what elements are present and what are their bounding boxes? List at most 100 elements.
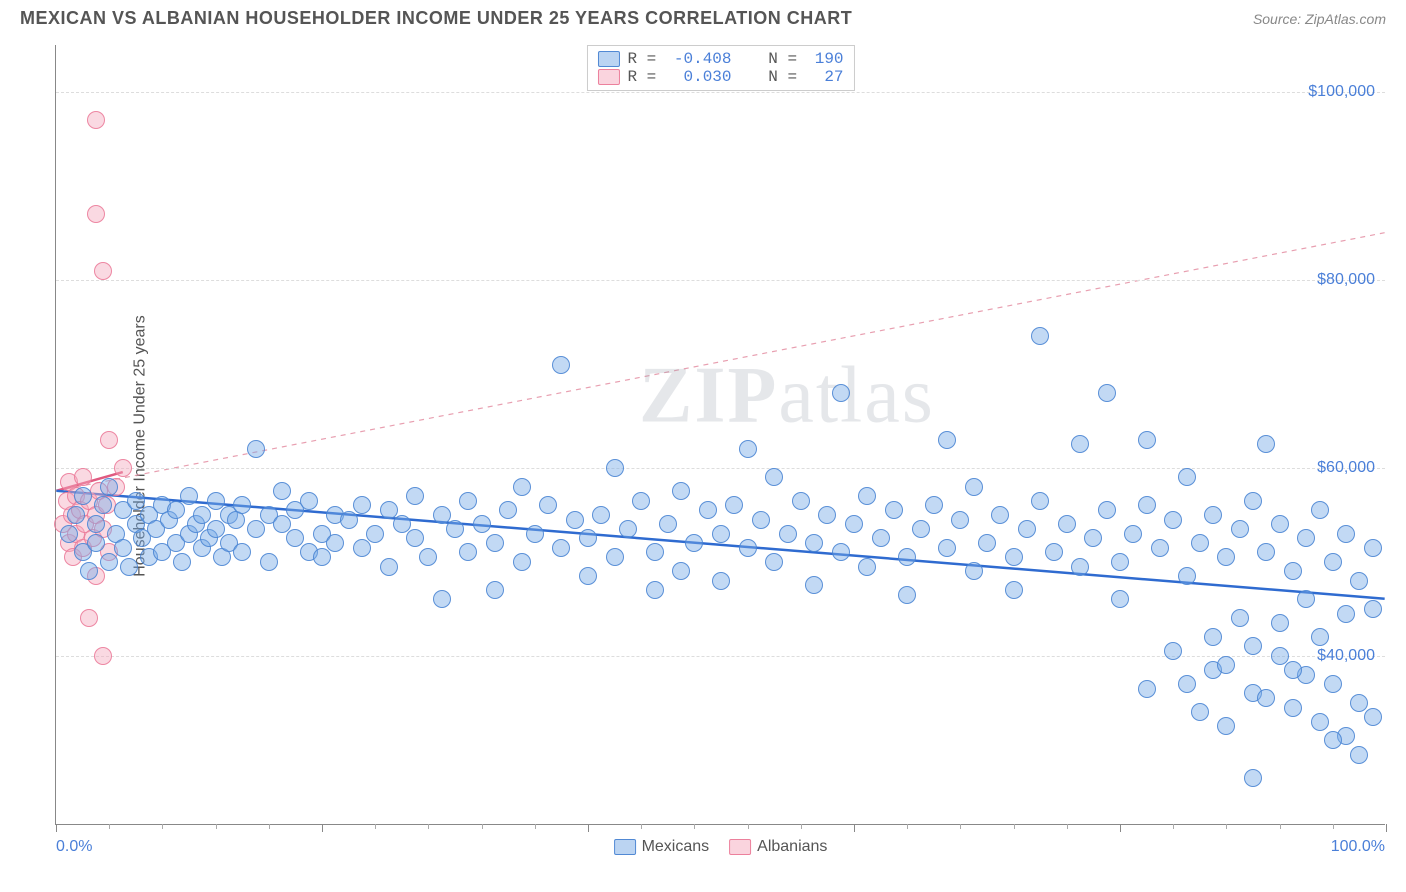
- data-point-mexican: [1364, 539, 1382, 557]
- data-point-mexican: [127, 492, 145, 510]
- data-point-mexican: [1271, 515, 1289, 533]
- data-point-mexican: [1138, 680, 1156, 698]
- data-point-mexican: [1138, 431, 1156, 449]
- data-point-mexican: [818, 506, 836, 524]
- data-point-mexican: [1257, 543, 1275, 561]
- data-point-mexican: [1231, 520, 1249, 538]
- data-point-mexican: [87, 515, 105, 533]
- data-point-mexican: [1071, 435, 1089, 453]
- data-point-mexican: [1098, 501, 1116, 519]
- data-point-mexican: [685, 534, 703, 552]
- x-tick: [322, 824, 323, 832]
- data-point-mexican: [526, 525, 544, 543]
- data-point-mexican: [486, 534, 504, 552]
- gridline: [56, 280, 1385, 281]
- r-value: -0.408: [674, 50, 732, 68]
- data-point-mexican: [659, 515, 677, 533]
- x-tick-minor: [1333, 824, 1334, 829]
- x-tick-minor: [428, 824, 429, 829]
- data-point-mexican: [340, 511, 358, 529]
- data-point-mexican: [938, 539, 956, 557]
- data-point-mexican: [978, 534, 996, 552]
- data-point-mexican: [779, 525, 797, 543]
- data-point-mexican: [446, 520, 464, 538]
- x-tick-minor: [269, 824, 270, 829]
- legend-stat-row: R = 0.030 N = 27: [597, 68, 843, 86]
- data-point-mexican: [406, 529, 424, 547]
- data-point-mexican: [739, 539, 757, 557]
- data-point-mexican: [1111, 553, 1129, 571]
- legend-swatch: [597, 51, 619, 67]
- chart-plot-area: ZIPatlas R = -0.408 N = 190R = 0.030 N =…: [55, 45, 1385, 825]
- data-point-mexican: [120, 558, 138, 576]
- data-point-mexican: [1071, 558, 1089, 576]
- data-point-mexican: [1324, 553, 1342, 571]
- data-point-mexican: [1217, 656, 1235, 674]
- data-point-albanian: [87, 205, 105, 223]
- data-point-mexican: [832, 384, 850, 402]
- n-label: N =: [739, 68, 806, 86]
- data-point-mexican: [1031, 492, 1049, 510]
- data-point-mexican: [1324, 675, 1342, 693]
- data-point-mexican: [1217, 717, 1235, 735]
- data-point-mexican: [792, 492, 810, 510]
- x-tick-minor: [1173, 824, 1174, 829]
- data-point-mexican: [672, 482, 690, 500]
- data-point-mexican: [87, 534, 105, 552]
- data-point-mexican: [646, 543, 664, 561]
- data-point-mexican: [1311, 501, 1329, 519]
- data-point-mexican: [207, 520, 225, 538]
- y-tick-label: $100,000: [1308, 83, 1375, 101]
- n-value: 190: [815, 50, 844, 68]
- data-point-mexican: [1164, 642, 1182, 660]
- data-point-mexican: [100, 478, 118, 496]
- data-point-mexican: [606, 548, 624, 566]
- n-value: 27: [815, 68, 844, 86]
- y-tick-label: $60,000: [1317, 459, 1375, 477]
- data-point-mexican: [74, 487, 92, 505]
- data-point-mexican: [1111, 590, 1129, 608]
- data-point-mexican: [858, 558, 876, 576]
- data-point-mexican: [486, 581, 504, 599]
- data-point-mexican: [247, 520, 265, 538]
- data-point-mexican: [1337, 525, 1355, 543]
- stats-legend: R = -0.408 N = 190R = 0.030 N = 27: [586, 45, 854, 91]
- data-point-mexican: [94, 496, 112, 514]
- x-tick: [1386, 824, 1387, 832]
- data-point-mexican: [1231, 609, 1249, 627]
- y-tick-label: $80,000: [1317, 271, 1375, 289]
- data-point-mexican: [1178, 468, 1196, 486]
- data-point-mexican: [805, 576, 823, 594]
- data-point-mexican: [459, 492, 477, 510]
- data-point-mexican: [1297, 529, 1315, 547]
- data-point-mexican: [619, 520, 637, 538]
- data-point-mexican: [592, 506, 610, 524]
- data-point-mexican: [1271, 647, 1289, 665]
- data-point-mexican: [579, 567, 597, 585]
- data-point-mexican: [499, 501, 517, 519]
- data-point-mexican: [247, 440, 265, 458]
- data-point-mexican: [699, 501, 717, 519]
- data-point-albanian: [94, 262, 112, 280]
- x-tick: [1120, 824, 1121, 832]
- data-point-mexican: [233, 496, 251, 514]
- data-point-mexican: [1058, 515, 1076, 533]
- data-point-albanian: [87, 111, 105, 129]
- data-point-mexican: [167, 501, 185, 519]
- legend-swatch: [729, 839, 751, 855]
- data-point-mexican: [912, 520, 930, 538]
- data-point-mexican: [1297, 590, 1315, 608]
- data-point-mexican: [1217, 548, 1235, 566]
- data-point-mexican: [1324, 731, 1342, 749]
- data-point-mexican: [725, 496, 743, 514]
- r-label: R =: [627, 68, 665, 86]
- y-tick-label: $40,000: [1317, 647, 1375, 665]
- data-point-mexican: [1364, 600, 1382, 618]
- data-point-mexican: [552, 539, 570, 557]
- series-legend: MexicansAlbanians: [614, 838, 828, 856]
- data-point-mexican: [1284, 661, 1302, 679]
- data-point-mexican: [1005, 581, 1023, 599]
- data-point-mexican: [1084, 529, 1102, 547]
- data-point-mexican: [1045, 543, 1063, 561]
- x-tick-minor: [748, 824, 749, 829]
